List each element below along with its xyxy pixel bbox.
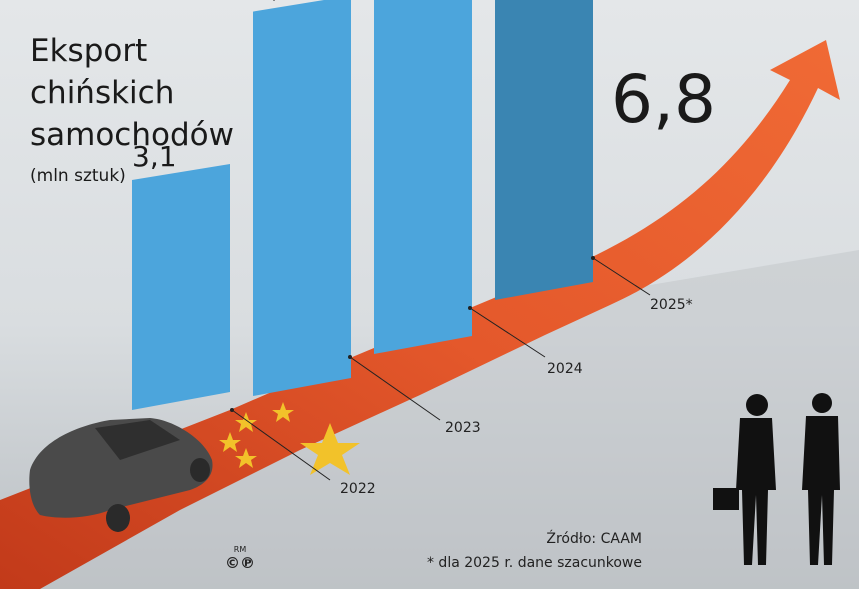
flag-stars — [219, 402, 360, 475]
ground — [0, 250, 859, 589]
data-label: 4,9 — [253, 0, 298, 5]
tick-label: 2025* — [650, 297, 693, 313]
small-star-icon — [235, 412, 257, 432]
chart-title: Eksport chińskich samochodów — [30, 30, 234, 156]
tick-line — [231, 409, 331, 481]
data-label: 3,1 — [132, 140, 177, 173]
bar — [253, 0, 351, 396]
tick-line — [592, 257, 651, 296]
big-star-icon — [300, 423, 360, 475]
car-icon — [29, 418, 213, 532]
axis-ticks: 2022 2023 2024 2025* — [230, 256, 693, 497]
tick-dot — [230, 408, 234, 412]
small-star-icon — [219, 432, 241, 452]
cp-icon: ©℗ — [225, 554, 255, 572]
title-line: samochodów — [30, 117, 234, 153]
tick-dot — [591, 256, 595, 260]
tick-label: 2024 — [547, 361, 583, 377]
tick-label: 2023 — [445, 420, 481, 436]
unit-label: (mln sztuk) — [30, 166, 126, 186]
bar — [132, 164, 230, 410]
rm-label: RM — [233, 545, 247, 554]
title-line: chińskich — [30, 75, 175, 111]
tick-line — [349, 356, 441, 421]
source-label: Źródło: CAAM — [546, 531, 642, 547]
title-line: Eksport — [30, 33, 148, 69]
small-star-icon — [272, 402, 294, 422]
footnote: * dla 2025 r. dane szacunkowe — [426, 555, 642, 571]
tick-dot — [468, 306, 472, 310]
data-label: 6,8 — [611, 61, 716, 138]
small-star-icon — [235, 448, 257, 468]
tick-line — [469, 307, 546, 358]
road-arrow — [0, 40, 840, 589]
businessmen-icon — [713, 393, 840, 565]
tick-label: 2022 — [340, 481, 376, 497]
tick-dot — [348, 355, 352, 359]
bar — [374, 0, 472, 354]
bar-series: 3,14,95,96,8 — [132, 0, 716, 410]
copyright-mark: RM ©℗ — [223, 545, 257, 572]
bar — [495, 0, 593, 300]
